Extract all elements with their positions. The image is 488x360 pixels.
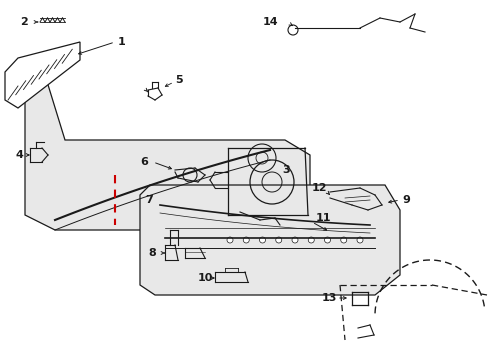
Text: 13: 13 (321, 293, 337, 303)
Circle shape (243, 237, 249, 243)
Text: 8: 8 (148, 248, 156, 258)
Polygon shape (5, 42, 80, 108)
Circle shape (324, 237, 330, 243)
Text: 2: 2 (20, 17, 28, 27)
Text: 5: 5 (175, 75, 182, 85)
Circle shape (340, 237, 346, 243)
Text: 9: 9 (401, 195, 409, 205)
Text: 4: 4 (15, 150, 23, 160)
Circle shape (226, 237, 232, 243)
Text: 11: 11 (315, 213, 331, 223)
Text: 7: 7 (145, 195, 152, 205)
Circle shape (307, 237, 314, 243)
Text: 14: 14 (262, 17, 278, 27)
Text: 1: 1 (118, 37, 125, 47)
Circle shape (275, 237, 281, 243)
Polygon shape (25, 75, 309, 230)
Text: 10: 10 (198, 273, 213, 283)
Circle shape (291, 237, 297, 243)
Circle shape (356, 237, 362, 243)
Text: 6: 6 (140, 157, 147, 167)
Text: 3: 3 (282, 165, 289, 175)
Circle shape (259, 237, 265, 243)
Text: 12: 12 (311, 183, 327, 193)
Polygon shape (140, 185, 399, 295)
